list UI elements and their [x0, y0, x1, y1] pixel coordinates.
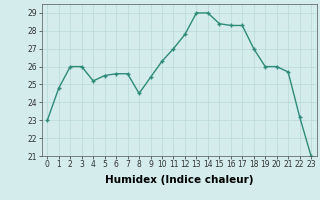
X-axis label: Humidex (Indice chaleur): Humidex (Indice chaleur) [105, 175, 253, 185]
